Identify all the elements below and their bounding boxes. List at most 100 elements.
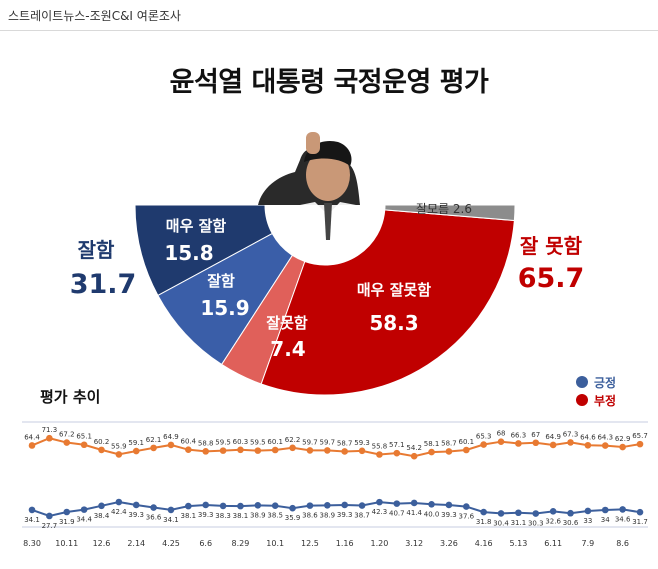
positive-data-label: 39.3: [441, 511, 457, 519]
positive-point: [28, 506, 36, 514]
negative-point: [80, 441, 88, 449]
negative-point: [289, 444, 296, 452]
negative-point: [185, 446, 192, 453]
positive-point: [150, 504, 157, 511]
chart-title: 윤석열 대통령 국정운영 평가: [169, 67, 489, 98]
negative-data-label: 59.5: [215, 439, 231, 447]
x-tick-label: 6.11: [544, 539, 562, 548]
positive-point: [462, 503, 470, 510]
negative-data-label: 62.9: [615, 435, 631, 443]
negative-data-label: 64.6: [580, 433, 596, 441]
president-photo: [258, 132, 360, 240]
positive-point: [376, 498, 383, 506]
positive-data-label: 41.4: [406, 509, 422, 517]
positive-data-label: 30.6: [563, 519, 579, 527]
negative-point: [324, 447, 331, 454]
legend-marker-negative: [576, 394, 588, 406]
negative-point: [98, 446, 105, 454]
negative-data-label: 59.7: [302, 438, 318, 446]
negative-point: [532, 439, 540, 447]
negative-point: [445, 448, 453, 455]
positive-data-label: 31.1: [511, 519, 527, 527]
positive-data-label: 35.9: [285, 514, 301, 522]
negative-data-label: 60.2: [94, 438, 110, 446]
positive-data-label: 34.1: [24, 516, 40, 524]
negative-point: [46, 434, 53, 442]
x-tick-label: 10.11: [55, 539, 78, 548]
positive-data-label: 38.1: [233, 512, 249, 520]
negative-point: [462, 446, 470, 454]
negative-point: [167, 441, 175, 449]
positive-point: [115, 498, 123, 506]
positive-point: [601, 506, 609, 514]
negative-data-label: 58.8: [198, 439, 214, 447]
positive-point: [341, 501, 348, 509]
negative-point: [237, 446, 244, 454]
positive-point: [445, 501, 453, 509]
slice-label: 잘못함: [266, 314, 308, 332]
positive-data-label: 31.7: [632, 518, 648, 526]
positive-point: [532, 510, 540, 517]
positive-point: [98, 502, 105, 510]
positive-data-label: 34.6: [615, 515, 631, 523]
positive-point: [237, 502, 244, 510]
group-value-negative: 65.7: [518, 263, 585, 294]
positive-data-label: 39.3: [198, 511, 214, 519]
x-tick-label: 8.30: [23, 539, 41, 548]
positive-point: [619, 506, 626, 513]
negative-data-label: 65.1: [76, 433, 92, 441]
group-label-positive: 잘함: [78, 238, 115, 262]
positive-point: [567, 509, 574, 517]
x-tick-label: 10.1: [266, 539, 284, 548]
source-label: 스트레이트뉴스-조원C&I 여론조사: [8, 9, 181, 23]
negative-data-label: 60.1: [267, 438, 283, 446]
negative-point: [567, 439, 574, 446]
negative-data-label: 71.3: [42, 426, 58, 434]
negative-point: [271, 446, 279, 454]
negative-data-label: 55.9: [111, 442, 127, 450]
positive-data-label: 39.3: [337, 511, 353, 519]
negative-data-label: 67: [531, 431, 540, 439]
positive-point: [132, 501, 140, 509]
negative-data-label: 54.2: [406, 444, 422, 452]
x-tick-label: 1.16: [336, 539, 354, 548]
positive-point: [428, 501, 435, 508]
negative-data-label: 60.1: [458, 438, 474, 446]
positive-data-label: 34.1: [163, 516, 179, 524]
negative-data-label: 62.2: [285, 436, 301, 444]
positive-point: [480, 508, 487, 516]
negative-data-label: 59.3: [354, 439, 370, 447]
positive-point: [549, 508, 557, 515]
positive-data-label: 34.4: [76, 516, 92, 524]
positive-point: [254, 502, 262, 509]
positive-point: [271, 502, 279, 510]
negative-point: [132, 447, 140, 455]
negative-point: [115, 451, 123, 458]
negative-point: [428, 448, 435, 456]
negative-data-label: 66.3: [511, 431, 527, 439]
negative-data-label: 64.9: [545, 433, 561, 441]
negative-point: [480, 441, 487, 448]
negative-point: [619, 443, 626, 451]
slice-value: 15.9: [200, 296, 249, 320]
negative-data-label: 67.2: [59, 431, 75, 439]
negative-data-label: 57.1: [389, 441, 405, 449]
negative-point: [341, 448, 348, 455]
positive-data-label: 38.9: [320, 511, 336, 519]
positive-data-label: 33: [583, 517, 592, 525]
negative-point: [254, 447, 262, 454]
negative-point: [549, 441, 557, 449]
positive-point: [46, 512, 53, 520]
group-label-negative: 잘 못함: [520, 234, 583, 258]
slice-value: 7.4: [270, 337, 305, 361]
negative-point: [584, 441, 592, 449]
negative-data-label: 59.1: [128, 439, 144, 447]
negative-data-label: 58.7: [441, 439, 457, 447]
negative-data-label: 58.1: [424, 440, 440, 448]
slice-label: 잘모름 2.6: [416, 202, 472, 216]
positive-point: [167, 506, 175, 514]
positive-data-label: 38.6: [302, 512, 318, 520]
donut-slice: [260, 209, 515, 396]
